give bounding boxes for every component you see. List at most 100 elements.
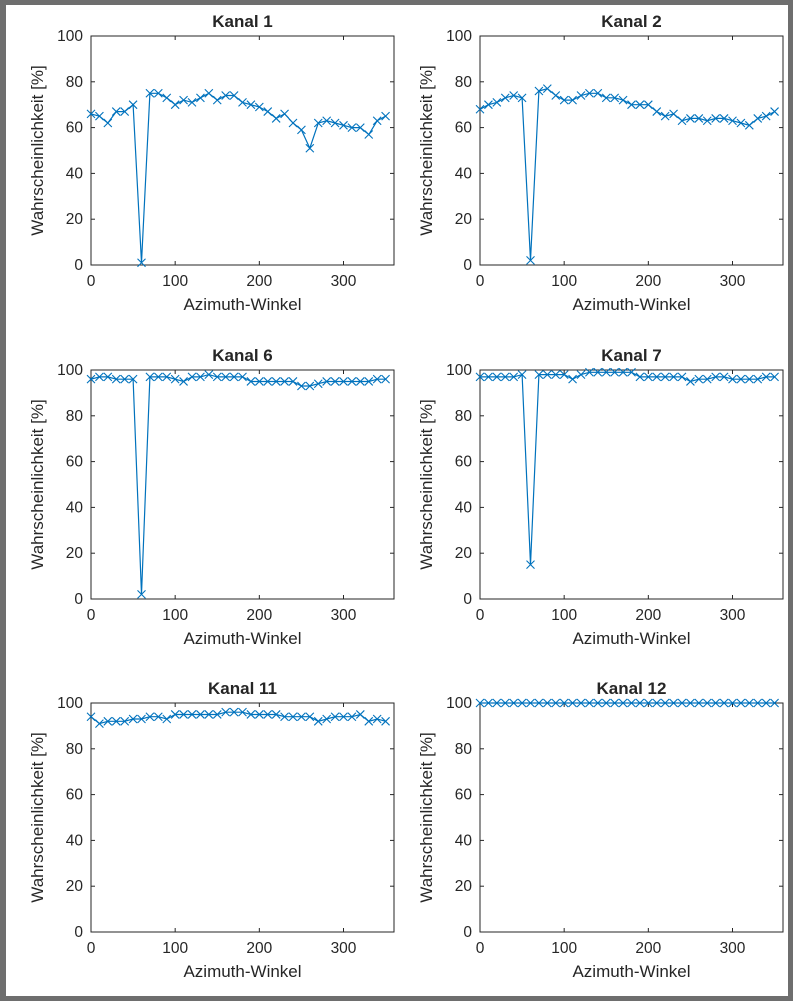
data-point-marker	[254, 710, 264, 719]
data-point-marker	[381, 374, 390, 384]
data-point-marker	[534, 698, 544, 708]
marker-stroke	[585, 367, 594, 377]
subplot-1: Kanal 1 0 20 40 60 80 100 0 100 200 300 Azimuth-Win…	[28, 12, 395, 314]
marker-stroke	[297, 381, 306, 391]
data-point-marker	[381, 111, 390, 121]
marker-stroke	[770, 698, 779, 708]
marker-stroke	[585, 698, 594, 708]
marker-stroke	[355, 123, 365, 132]
marker-stroke	[534, 370, 544, 379]
data-point-marker	[542, 84, 552, 94]
axes-box	[479, 35, 784, 266]
data-point-marker	[204, 370, 214, 379]
marker-stroke	[686, 114, 695, 123]
marker-stroke	[635, 698, 645, 708]
data-point-marker	[517, 370, 527, 379]
y-tick-label: 60	[455, 120, 473, 137]
marker-stroke	[728, 374, 737, 384]
marker-stroke	[484, 372, 493, 382]
data-point-marker	[601, 93, 611, 103]
marker-stroke	[120, 107, 130, 116]
marker-stroke	[145, 712, 155, 722]
marker-stroke	[221, 707, 231, 717]
marker-stroke	[271, 377, 281, 386]
data-point-marker	[128, 374, 138, 384]
marker-stroke	[736, 118, 746, 128]
marker-stroke	[568, 698, 577, 708]
data-point-marker	[86, 712, 96, 722]
data-point-marker	[694, 374, 704, 384]
data-point-marker	[568, 698, 577, 708]
data-point-marker	[280, 712, 289, 722]
marker-stroke	[128, 374, 138, 384]
data-point-marker	[643, 698, 653, 708]
data-point-marker	[576, 698, 586, 708]
data-point-marker	[153, 372, 163, 382]
data-point-marker	[212, 95, 222, 105]
marker-stroke	[111, 716, 121, 726]
data-point-marker	[364, 130, 374, 139]
data-point-marker	[475, 372, 485, 382]
marker-stroke	[95, 111, 104, 121]
data-point-marker	[568, 374, 577, 384]
y-tick-label: 60	[455, 454, 473, 471]
y-axis-label: Wahrscheinlichkeit [%]	[28, 399, 47, 569]
data-point-marker	[753, 698, 763, 708]
marker-stroke	[576, 91, 586, 100]
data-point-marker	[610, 367, 620, 377]
data-point-marker	[635, 100, 645, 110]
marker-stroke	[593, 367, 603, 377]
chart-title: Kanal 7	[601, 346, 661, 365]
y-tick-label: 20	[66, 878, 84, 895]
marker-stroke	[280, 712, 289, 722]
marker-stroke	[509, 372, 519, 382]
marker-stroke	[761, 111, 771, 121]
marker-stroke	[736, 374, 746, 384]
marker-stroke	[509, 698, 519, 708]
subplot-6: Kanal 12 0 20 40 60 80 100 0 100 200 300 Azimuth-Wi…	[417, 679, 784, 981]
marker-stroke	[313, 716, 323, 726]
marker-stroke	[355, 377, 365, 386]
marker-stroke	[660, 698, 670, 708]
data-point-marker	[719, 114, 729, 123]
data-point-marker	[669, 372, 678, 382]
marker-stroke	[576, 698, 586, 708]
data-point-marker	[534, 370, 544, 379]
y-tick-label: 80	[66, 74, 84, 91]
data-point-marker	[238, 98, 247, 107]
data-point-marker	[288, 118, 298, 128]
marker-stroke	[559, 698, 569, 708]
marker-stroke	[526, 256, 535, 265]
marker-stroke	[179, 710, 188, 719]
data-point-marker	[372, 116, 382, 126]
series-line	[90, 373, 386, 595]
marker-stroke	[162, 93, 172, 103]
data-point-marker	[669, 698, 678, 708]
y-tick-label: 60	[66, 454, 84, 471]
x-tick-label: 100	[162, 940, 188, 957]
marker-stroke	[330, 118, 340, 128]
series-line	[479, 88, 775, 261]
data-point-marker	[212, 710, 222, 719]
marker-stroke	[593, 698, 603, 708]
marker-stroke	[170, 710, 180, 719]
data-point-marker	[770, 698, 779, 708]
data-point-marker	[484, 698, 493, 708]
y-tick-label: 40	[455, 499, 473, 516]
axes-box	[90, 369, 395, 600]
marker-stroke	[212, 710, 222, 719]
data-point-marker	[526, 698, 535, 708]
data-point-marker	[246, 710, 256, 719]
data-point-marker	[229, 707, 239, 717]
data-point-marker	[677, 698, 687, 708]
data-point-marker	[686, 377, 695, 386]
data-point-marker	[271, 377, 281, 386]
x-axis-label: Azimuth-Winkel	[572, 295, 690, 314]
marker-stroke	[475, 372, 485, 382]
marker-stroke	[702, 698, 712, 708]
marker-stroke	[669, 372, 678, 382]
chart-title: Kanal 12	[597, 679, 667, 698]
marker-stroke	[711, 698, 721, 708]
marker-stroke	[305, 143, 315, 153]
